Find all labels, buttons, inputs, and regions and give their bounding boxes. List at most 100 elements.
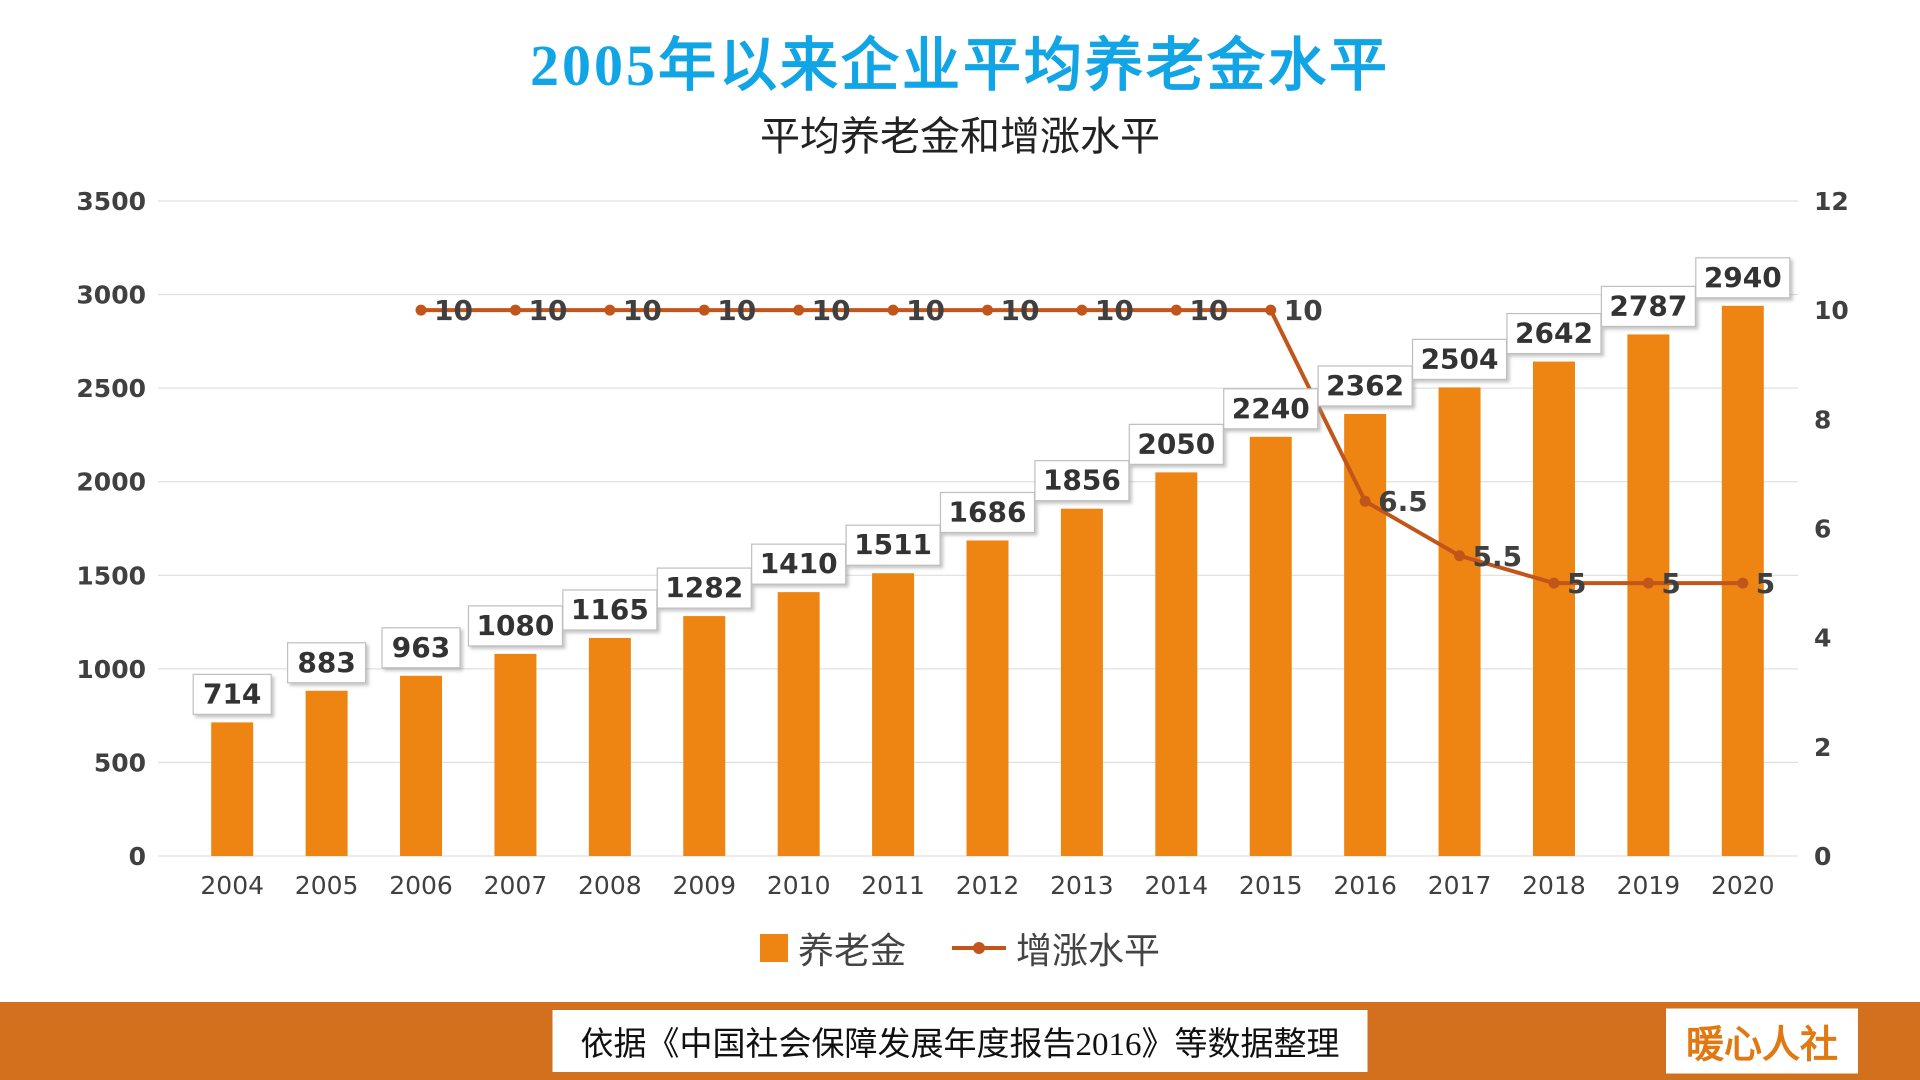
growth-point-2013 (1076, 304, 1088, 316)
chart-subtitle: 平均养老金和增涨水平 (760, 114, 1160, 159)
growth-point-2009 (698, 304, 710, 316)
right-axis-tick: 12 (1814, 187, 1849, 216)
bar-label-box (845, 524, 941, 566)
right-axis-tick: 2 (1814, 733, 1831, 762)
bar-label-2013: 1856 (1043, 464, 1121, 497)
line-swatch-icon (952, 942, 1006, 954)
bar-label-2012: 1686 (949, 495, 1027, 528)
bar-label-box (1600, 285, 1696, 328)
x-axis-label-2019: 2019 (1617, 871, 1681, 900)
growth-point-2016 (1359, 495, 1371, 507)
bar-label-box (381, 627, 461, 669)
line-label-2017: 5.5 (1473, 540, 1523, 573)
line-label-2009: 10 (717, 294, 756, 327)
x-axis-label-2017: 2017 (1428, 871, 1492, 900)
left-axis-tick: 1000 (76, 655, 146, 684)
bar-label-2018: 2642 (1515, 317, 1593, 350)
brand-text: 暖心人社 (1685, 1024, 1838, 1067)
bar-label-2004: 714 (203, 677, 261, 710)
bar-label-box (467, 605, 564, 647)
growth-point-2014 (1170, 304, 1182, 316)
chart-svg: 0 500 1000 1500 2000 2500 3000 3500 0 2 4 6 8 10 12 200… (76, 187, 1849, 900)
growth-point-2015 (1265, 304, 1277, 316)
growth-point-2007 (509, 304, 521, 316)
line-label-2010: 10 (812, 294, 851, 327)
right-axis-tick: 4 (1814, 624, 1831, 653)
growth-point-2011 (887, 304, 899, 316)
growth-point-2019 (1642, 577, 1654, 589)
left-axis-tick: 2500 (76, 374, 146, 403)
bar-2009 (683, 616, 726, 856)
bar-2015 (1249, 436, 1292, 856)
bar-label-2020: 2940 (1704, 261, 1782, 294)
x-axis-label-2009: 2009 (672, 871, 736, 900)
bar-label-2010: 1410 (760, 547, 838, 580)
bar-label-2014: 2050 (1137, 427, 1215, 460)
bar-label-box (1223, 388, 1319, 430)
growth-point-2018 (1548, 577, 1560, 589)
right-axis-tick: 0 (1814, 842, 1831, 871)
chart-title: 2005年以来企业平均养老金水平 (529, 33, 1390, 98)
x-axis-label-2014: 2014 (1145, 871, 1209, 900)
left-axis-tick: 500 (94, 748, 146, 777)
source-text: 依据《中国社会保障发展年度报告2016》等数据整理 (580, 1027, 1340, 1063)
right-axis-tick: 8 (1814, 405, 1831, 434)
bar-swatch-icon (759, 934, 788, 962)
bar-label-box (1128, 423, 1224, 465)
bar-label-2017: 2504 (1421, 342, 1499, 375)
bar-label-2008: 1165 (571, 593, 649, 626)
brand-badge: 暖心人社 (1665, 1008, 1858, 1074)
line-label-2012: 10 (1001, 294, 1040, 327)
line-label-2016: 6.5 (1378, 485, 1428, 518)
left-axis-tick: 2000 (76, 468, 146, 497)
x-axis-label-2012: 2012 (956, 871, 1020, 900)
bar-2019 (1627, 334, 1670, 856)
left-axis-tick: 3000 (76, 281, 146, 310)
bar-label-box (287, 642, 367, 684)
bar-2008 (588, 637, 631, 856)
bar-2014 (1155, 472, 1198, 856)
bar-2011 (872, 573, 915, 856)
line-label-2013: 10 (1095, 294, 1134, 327)
x-axis-label-2007: 2007 (484, 871, 548, 900)
x-axis-label-2005: 2005 (295, 871, 359, 900)
left-axis-tick: 1500 (76, 561, 146, 590)
x-axis-label-2010: 2010 (767, 871, 831, 900)
line-label-2015: 10 (1284, 294, 1323, 327)
bar-2005 (305, 690, 348, 856)
bar-label-box (1034, 460, 1130, 502)
bar-label-2011: 1511 (854, 528, 932, 561)
bar-label-2006: 963 (392, 631, 450, 664)
legend-item-pension: 养老金 (759, 922, 906, 974)
bar-label-2016: 2362 (1326, 369, 1404, 402)
bar-2007 (494, 653, 537, 856)
bar-2004 (211, 722, 254, 856)
bar-label-2019: 2787 (1609, 289, 1687, 322)
right-axis-tick: 6 (1814, 515, 1831, 544)
left-axis-tick: 0 (129, 842, 146, 871)
source-box: 依据《中国社会保障发展年度报告2016》等数据整理 (552, 1010, 1368, 1072)
growth-point-2010 (793, 304, 805, 316)
bar-2017 (1438, 387, 1481, 856)
line-label-2020: 5 (1756, 567, 1775, 600)
bar-label-box (1506, 312, 1602, 355)
x-axis-label-2008: 2008 (578, 871, 642, 900)
growth-point-2006 (415, 304, 427, 316)
growth-point-2012 (982, 304, 993, 316)
bar-2006 (400, 675, 443, 856)
x-axis-label-2004: 2004 (200, 871, 264, 900)
x-axis-label-2011: 2011 (861, 871, 925, 900)
bar-label-2009: 1282 (665, 571, 743, 604)
line-label-2014: 10 (1189, 294, 1228, 327)
bar-label-box (1695, 257, 1791, 299)
growth-point-2020 (1737, 577, 1749, 589)
bar-label-box (751, 543, 847, 585)
line-label-2019: 5 (1661, 567, 1680, 600)
bar-label-box (192, 673, 272, 715)
footer-band: 依据《中国社会保障发展年度报告2016》等数据整理 暖心人社 (0, 1002, 1920, 1080)
bar-label-box (1317, 365, 1413, 407)
x-axis-label-2006: 2006 (389, 871, 453, 900)
bar-2018 (1532, 361, 1575, 856)
bar-label-2015: 2240 (1232, 392, 1310, 425)
